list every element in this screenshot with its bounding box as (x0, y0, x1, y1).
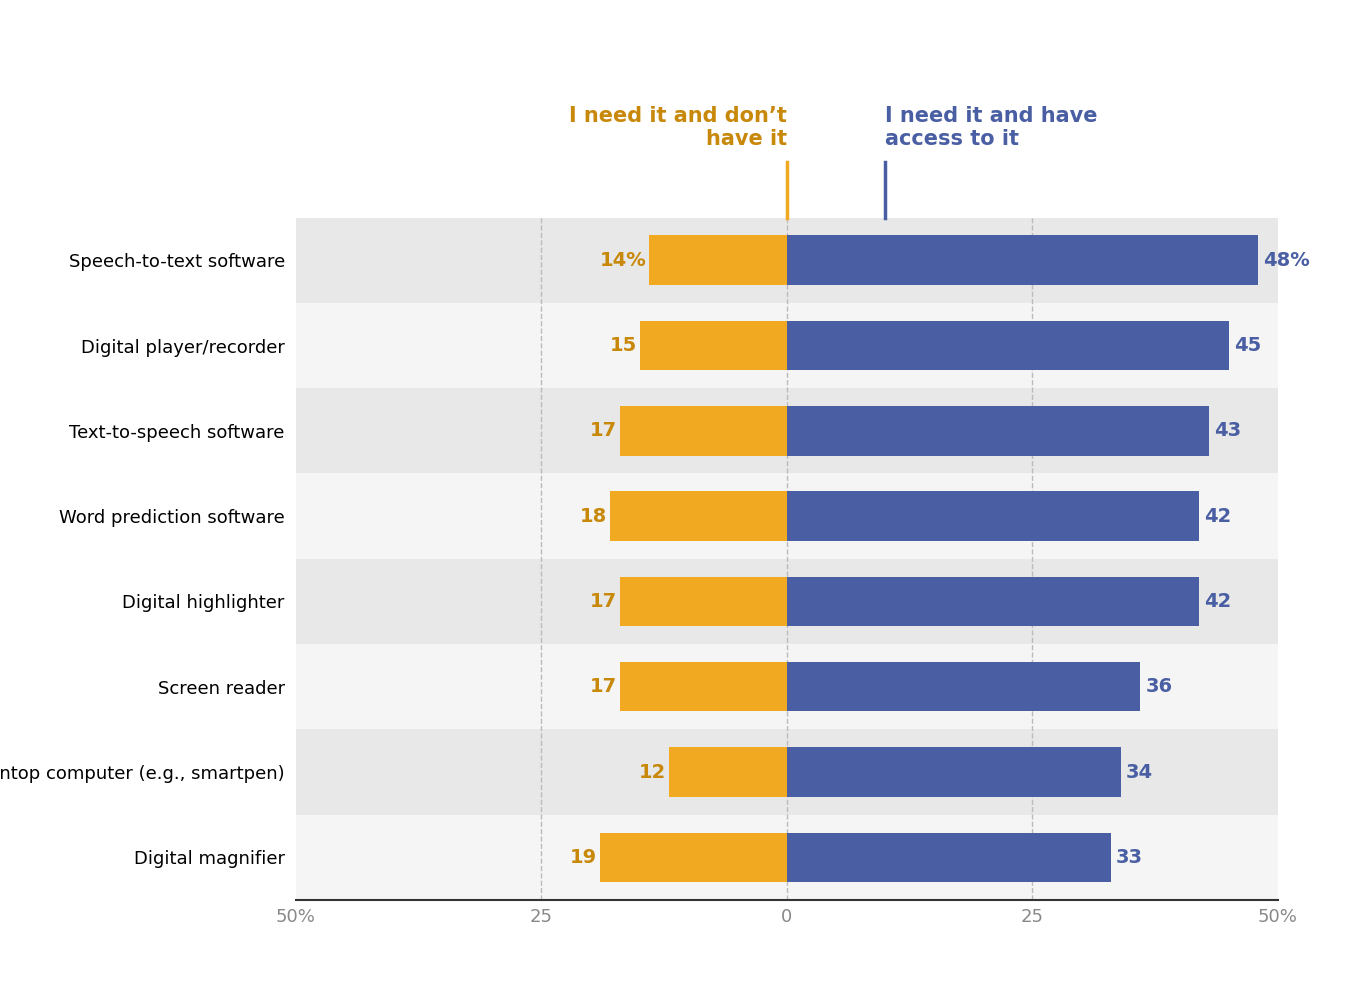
Text: 17: 17 (590, 421, 617, 440)
Bar (787, 748, 1120, 797)
Text: 12: 12 (639, 763, 666, 781)
Bar (296, 730, 1278, 815)
Text: 36: 36 (1145, 677, 1173, 696)
Bar (640, 320, 787, 370)
Bar (620, 577, 787, 626)
Bar (600, 833, 787, 882)
Text: 43: 43 (1215, 421, 1241, 440)
Bar (296, 815, 1278, 900)
Bar (787, 235, 1258, 285)
Text: 19: 19 (570, 848, 597, 866)
Bar (787, 406, 1209, 456)
Bar (620, 662, 787, 711)
Bar (650, 235, 787, 285)
Text: 15: 15 (609, 336, 636, 355)
Text: I need it and have
access to it: I need it and have access to it (885, 106, 1098, 149)
Text: 45: 45 (1233, 336, 1260, 355)
Text: 33: 33 (1116, 848, 1143, 866)
Text: 17: 17 (590, 592, 617, 611)
Bar (620, 406, 787, 456)
Text: 42: 42 (1204, 592, 1232, 611)
Text: 14%: 14% (600, 251, 647, 270)
Text: 42: 42 (1204, 506, 1232, 525)
Text: 48%: 48% (1263, 251, 1310, 270)
Text: 18: 18 (580, 506, 607, 525)
Bar (296, 474, 1278, 559)
Bar (787, 577, 1200, 626)
Text: 34: 34 (1126, 763, 1153, 781)
Bar (668, 748, 787, 797)
Bar (296, 388, 1278, 474)
Bar (296, 644, 1278, 730)
Bar (787, 662, 1141, 711)
Bar (787, 833, 1111, 882)
Text: I need it and don’t
have it: I need it and don’t have it (569, 106, 787, 149)
Bar (296, 303, 1278, 388)
Bar (296, 559, 1278, 644)
Bar (611, 492, 787, 541)
Bar (787, 320, 1229, 370)
Bar (787, 492, 1200, 541)
Text: 17: 17 (590, 677, 617, 696)
Bar (296, 218, 1278, 303)
